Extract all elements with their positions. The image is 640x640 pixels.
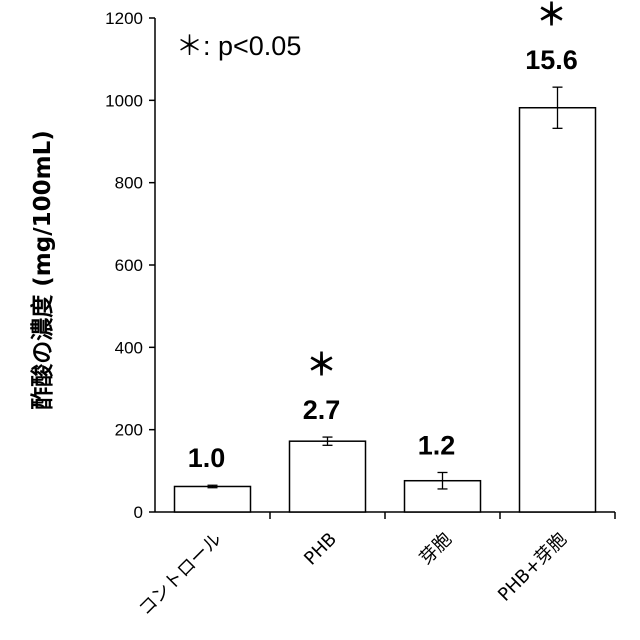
y-axis-label: 酢酸の濃度 (mg/100mL) — [29, 130, 56, 410]
data-label: 1.2 — [418, 430, 456, 460]
bar — [290, 441, 366, 512]
data-label: 15.6 — [525, 45, 578, 75]
y-tick-label: 800 — [115, 174, 143, 193]
data-label: 2.7 — [303, 395, 341, 425]
y-tick-label: 600 — [115, 256, 143, 275]
y-tick-label: 0 — [134, 503, 143, 522]
x-tick-label: PHB+芽胞 — [494, 529, 571, 606]
x-tick-label: コントロール — [135, 529, 226, 620]
bar — [175, 486, 251, 512]
bars: 1.0 コントロール 2.7 ＊ PHB 1.2 芽胞 15.6 ＊ PHB+芽胞 — [135, 0, 596, 620]
y-tick-label: 400 — [115, 338, 143, 357]
significance-marker: ＊ — [537, 0, 567, 33]
significance-marker: ＊ — [307, 348, 337, 383]
y-tick-label: 200 — [115, 421, 143, 440]
y-tick-label: 1200 — [105, 9, 143, 28]
x-tick-label: 芽胞 — [416, 529, 456, 569]
x-tick-label: PHB — [300, 529, 341, 570]
significance-note: ＊: p<0.05 — [176, 31, 301, 61]
data-label: 1.0 — [188, 443, 226, 473]
y-tick-label: 1000 — [105, 91, 143, 110]
bar — [520, 108, 596, 512]
